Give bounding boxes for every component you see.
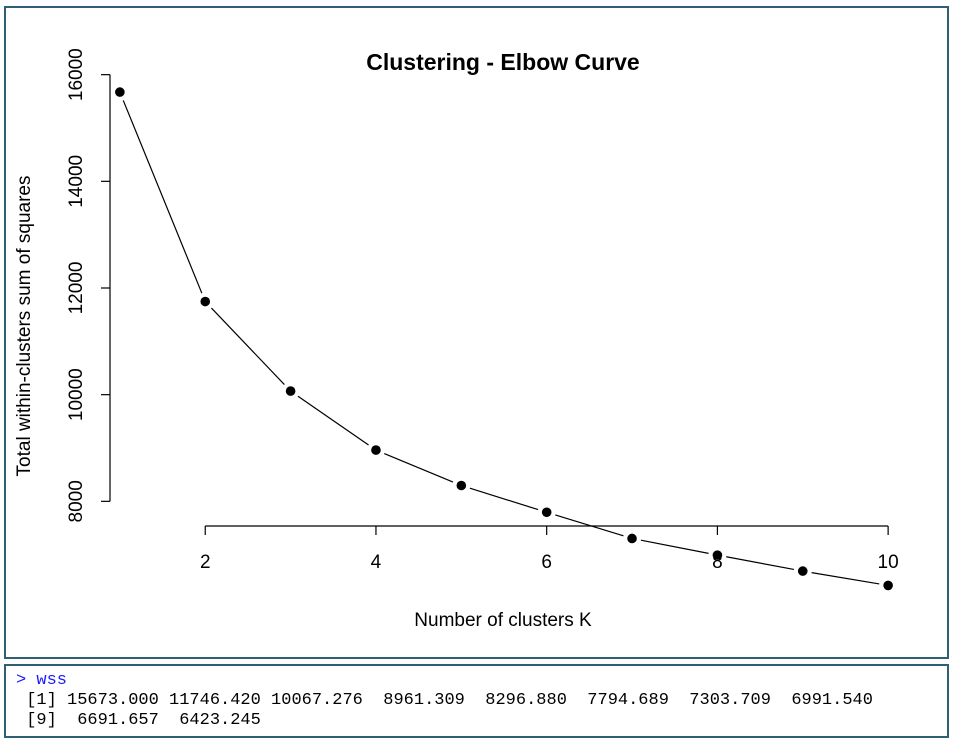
data-point <box>456 480 467 491</box>
y-tick-label: 16000 <box>66 48 87 101</box>
data-point <box>371 445 381 455</box>
x-tick-label: 4 <box>371 552 382 573</box>
y-tick-label: 10000 <box>66 368 87 421</box>
x-axis-label: Number of clusters K <box>414 610 592 631</box>
y-tick-label: 14000 <box>66 155 87 208</box>
line-segment <box>555 514 624 537</box>
axes: 2 4 6 8 10 8000 10000 12000 14000 16000 <box>66 48 899 573</box>
data-points <box>115 87 893 591</box>
console-output-line-1: [1] 15673.000 11746.420 10067.276 8961.3… <box>16 691 873 710</box>
line-segment <box>211 307 285 385</box>
series-line <box>122 100 880 585</box>
console-prompt: > wss <box>16 671 68 690</box>
y-tick-label: 12000 <box>66 262 87 315</box>
data-point <box>285 386 296 396</box>
console-panel: > wss [1] 15673.000 11746.420 10067.276 … <box>4 664 949 738</box>
line-segment <box>811 572 880 585</box>
data-point <box>541 507 552 518</box>
line-segment <box>297 395 369 446</box>
elbow-chart: Clustering - Elbow Curve Number of clust… <box>14 48 899 631</box>
y-tick-label: 8000 <box>66 480 87 522</box>
line-segment <box>469 487 539 511</box>
chart-title: Clustering - Elbow Curve <box>366 49 639 75</box>
line-segment <box>384 452 454 483</box>
line-segment <box>726 556 795 571</box>
data-point <box>627 533 637 544</box>
plot-panel: Clustering - Elbow Curve Number of clust… <box>4 6 949 659</box>
x-tick-label: 2 <box>200 552 211 573</box>
console-output-line-2: [9] 6691.657 6423.245 <box>16 711 261 730</box>
data-point <box>115 87 125 97</box>
data-point <box>712 550 723 560</box>
data-point <box>200 296 211 307</box>
x-tick-label: 6 <box>541 552 552 573</box>
data-point <box>797 566 808 576</box>
line-segment <box>640 539 709 554</box>
line-segment <box>122 100 203 294</box>
x-tick-label: 10 <box>878 552 899 573</box>
y-axis-label: Total within-clusters sum of squares <box>14 176 35 477</box>
x-tick-label: 8 <box>712 552 723 573</box>
data-point <box>883 580 893 591</box>
